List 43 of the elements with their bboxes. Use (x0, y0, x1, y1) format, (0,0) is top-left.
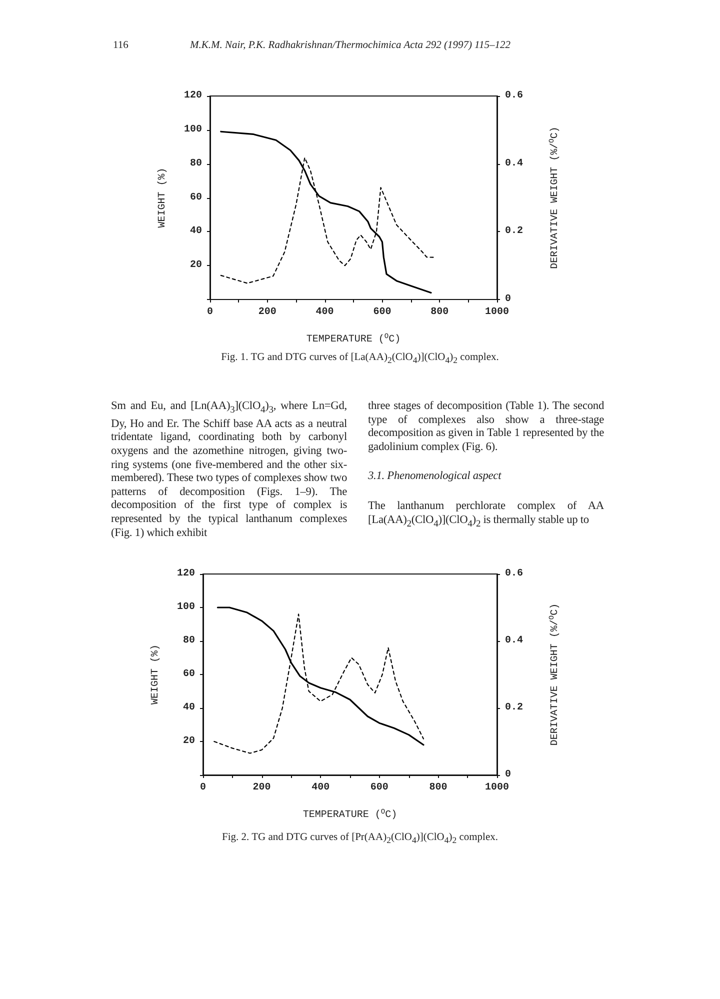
text: Fig. 2. TG and DTG curves of [Pr(AA)$_{2}$(ClO$_{4}$)](ClO$_{4}$)$_{2}$ complex. (222, 832, 498, 846)
x-tick-label: 0 (200, 782, 206, 794)
y-axis-title: WEIGHT (%) (156, 168, 168, 228)
text: Fig. 1. TG and DTG curves of [La(AA)$_{2}$(ClO$_{4}$)](ClO$_{4}$)$_{2}$ complex. (221, 352, 499, 366)
y2-tick-label: 0.4 (505, 636, 524, 646)
text: 116 (113, 40, 128, 51)
x-tick-label: 200 (252, 782, 271, 794)
y2-tick-label: 0 (505, 770, 512, 780)
y-tick-label: 60 (190, 192, 202, 204)
text: Sm and Eu, and [Ln(AA)$_{3}$](ClO$_{4}$)$_{3}$, where Ln=Gd, Dy, Ho and Er. The Schiff base AA acts as a neutral tridentate ligand, coordinating both by carbonyl oxygens and the azomethine nitrogen, giving two-ring systems (one five-membered and the other six-membered). These two types of complexes show two patterns of decomposition (Figs. 1–9). The decomposition of the first type of complex is represented by the typical lanthanum complexes (Fig. 1) which exhibit (111, 400, 347, 539)
y2-tick-label: 0.2 (505, 702, 524, 714)
x-tick-label: 800 (429, 782, 448, 794)
y2-tick-label: 0.2 (505, 226, 524, 238)
y-axis-title: WEIGHT (%) (150, 644, 162, 705)
x-tick-label: 600 (370, 782, 388, 794)
x-tick-label: 1000 (484, 307, 510, 318)
y-tick-label: 60 (182, 669, 195, 680)
y2-tick-label: 0.6 (505, 568, 524, 580)
x-tick-label: 400 (312, 782, 330, 794)
text: 3.1. Phenomenological aspect (368, 470, 502, 484)
x-tick-label: 600 (373, 307, 392, 318)
x-tick-label: 800 (430, 307, 449, 318)
line-series (220, 130, 432, 294)
y-tick-label: 100 (184, 124, 202, 136)
x-tick-label: 1000 (484, 782, 510, 794)
y2-tick-label: 0.6 (505, 90, 524, 102)
y-tick-label: 100 (176, 602, 195, 613)
x-tick-label: 0 (206, 307, 214, 318)
y2-tick-label: 0.4 (505, 158, 524, 170)
text: three stages of decomposition (Table 1). The second type of complexes also show a three-stage decomposition as given in Table 1 represented by the gadolinium complex (Fig. 6). (368, 400, 604, 454)
y-tick-label: 40 (182, 702, 195, 714)
y-tick-label: 80 (190, 158, 202, 170)
y-tick-label: 120 (184, 90, 202, 102)
y-tick-label: 20 (190, 260, 202, 272)
y2-tick-label: 0 (505, 294, 512, 305)
x-tick-label: 200 (258, 307, 276, 318)
x-tick-label: 400 (316, 307, 334, 318)
y-tick-label: 20 (182, 736, 195, 747)
text: The lanthanum perchlorate complex of AA [La(AA)$_{2}$(ClO$_{4}$)](ClO$_{4}$)$_{2}$ is thermally stable up to (368, 500, 604, 529)
y-tick-label: 80 (182, 636, 195, 646)
y-tick-label: 120 (176, 568, 195, 580)
text: M.K.M. Nair, P.K. Radhakrishnan/Thermochimica Acta 292 (1997) 115–122 (190, 40, 511, 51)
y-tick-label: 40 (190, 226, 202, 238)
